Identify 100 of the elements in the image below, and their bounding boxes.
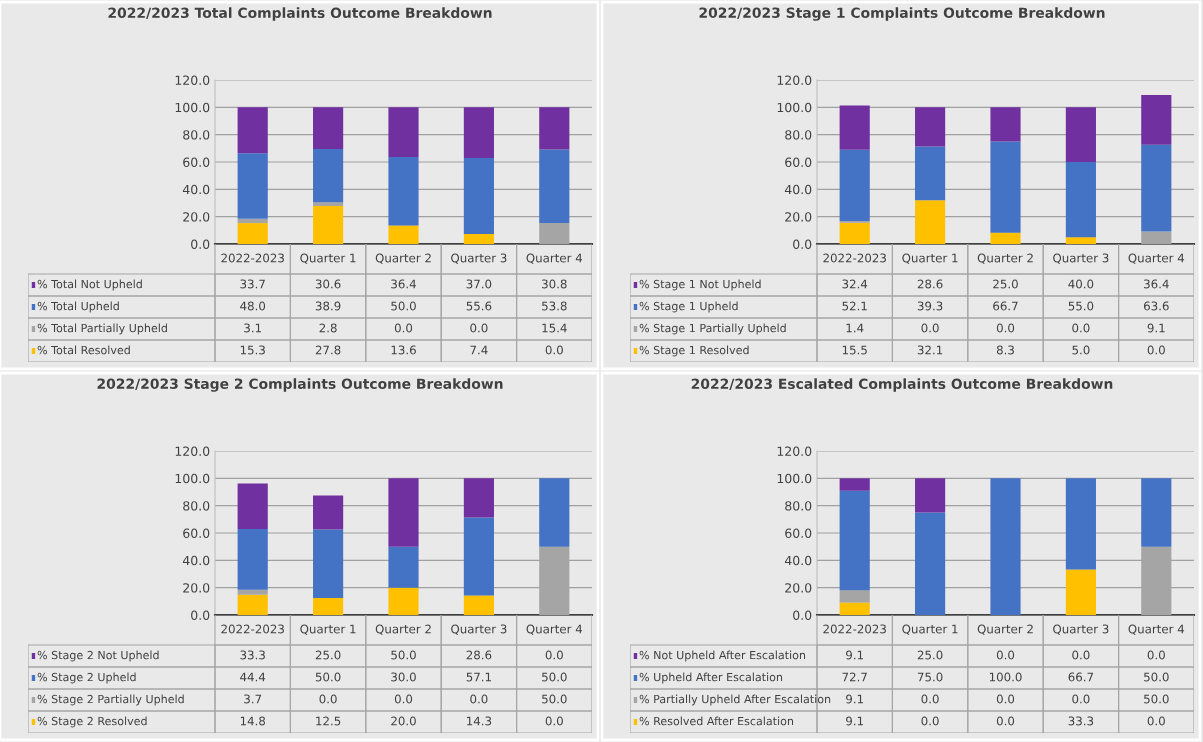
x-tick-label: Quarter 3 xyxy=(451,253,507,264)
bar xyxy=(915,146,946,201)
data-label: 15.5 xyxy=(842,345,867,355)
data-label: 0.0 xyxy=(1072,650,1090,660)
bar xyxy=(313,529,344,598)
bar xyxy=(463,595,494,615)
y-tick-label: 40.0 xyxy=(182,184,210,195)
data-label: 9.1 xyxy=(846,694,863,704)
data-label: 27.8 xyxy=(315,345,341,355)
y-tick-label: 0.0 xyxy=(191,610,210,620)
data-label: 25.0 xyxy=(315,650,341,660)
data-label: 15.4 xyxy=(542,323,567,333)
bar xyxy=(388,587,419,615)
x-tick-label: Quarter 1 xyxy=(902,624,958,635)
legend-label: % Stage 2 Resolved xyxy=(37,716,147,728)
bar xyxy=(915,478,946,513)
data-label: 30.8 xyxy=(542,279,567,289)
bar xyxy=(237,589,268,595)
data-label: 0.0 xyxy=(1072,323,1090,333)
legend-label: % Total Resolved xyxy=(37,345,130,355)
x-tick-label: Quarter 2 xyxy=(977,624,1033,635)
legend-label: % Not Upheld After Escalation xyxy=(639,650,806,662)
data-label: 36.4 xyxy=(1144,279,1169,289)
data-label: 72.7 xyxy=(842,672,867,682)
data-label: 7.4 xyxy=(470,345,488,355)
data-label: 0.0 xyxy=(470,323,488,333)
y-tick-label: 120.0 xyxy=(777,75,812,85)
bar xyxy=(915,200,946,244)
data-label: 30.6 xyxy=(315,279,341,289)
data-label: 0.0 xyxy=(545,345,563,355)
data-label: 38.9 xyxy=(315,301,341,311)
x-tick-label: 2022-2023 xyxy=(221,624,284,634)
bar xyxy=(990,141,1021,233)
data-label: 0.0 xyxy=(996,650,1015,660)
bar xyxy=(237,529,268,590)
data-label: 39.3 xyxy=(917,301,943,311)
data-label: 50.0 xyxy=(1144,672,1169,682)
bar xyxy=(990,478,1021,615)
bar xyxy=(388,157,419,226)
data-label: 28.6 xyxy=(466,650,492,660)
bar xyxy=(313,149,344,203)
data-label: 100.0 xyxy=(989,672,1022,682)
legend-label: % Stage 1 Partially Upheld xyxy=(639,323,786,335)
data-label: 5.0 xyxy=(1072,345,1090,355)
bar xyxy=(915,107,946,147)
chart-title: 2022/2023 Total Complaints Outcome Breakdown xyxy=(108,7,492,21)
legend-label: % Upheld After Escalation xyxy=(639,672,783,684)
bar xyxy=(388,225,419,244)
data-label: 50.0 xyxy=(391,650,416,660)
data-label: 15.3 xyxy=(240,345,265,355)
x-tick-label: Quarter 1 xyxy=(300,624,356,635)
data-label: 57.1 xyxy=(466,672,491,682)
y-tick-label: 0.0 xyxy=(793,239,812,249)
data-label: 0.0 xyxy=(921,323,939,333)
y-tick-label: 40.0 xyxy=(784,184,812,195)
data-label: 0.0 xyxy=(996,716,1015,726)
bar xyxy=(313,202,344,207)
bar xyxy=(388,478,419,547)
legend-label: % Total Upheld xyxy=(37,301,119,313)
data-label: 28.6 xyxy=(917,279,943,289)
y-tick-label: 0.0 xyxy=(191,239,210,249)
bar xyxy=(463,517,494,596)
bar xyxy=(463,233,494,244)
x-tick-label: Quarter 4 xyxy=(1128,624,1185,635)
data-label: 44.4 xyxy=(240,672,266,682)
data-label: 0.0 xyxy=(1072,694,1090,704)
y-tick-label: 100.0 xyxy=(777,102,812,113)
bar xyxy=(539,107,570,150)
bar xyxy=(1065,237,1096,244)
data-label: 3.7 xyxy=(244,694,262,704)
data-label: 50.0 xyxy=(542,672,567,682)
y-tick-label: 20.0 xyxy=(183,212,210,222)
x-tick-label: 2022-2023 xyxy=(823,624,886,634)
bar xyxy=(839,590,870,603)
data-label: 0.0 xyxy=(1147,345,1165,355)
data-label: 0.0 xyxy=(394,694,413,704)
data-label: 50.0 xyxy=(391,301,416,311)
bar xyxy=(313,597,344,615)
bar xyxy=(388,546,419,588)
data-label: 33.7 xyxy=(240,279,265,289)
data-label: 8.3 xyxy=(996,345,1014,355)
data-label: 50.0 xyxy=(315,672,341,682)
x-tick-label: Quarter 4 xyxy=(526,253,583,264)
bar xyxy=(839,490,870,591)
x-tick-label: Quarter 4 xyxy=(1128,253,1185,264)
bar xyxy=(839,478,870,491)
y-tick-label: 80.0 xyxy=(183,501,210,511)
bar xyxy=(463,478,494,518)
data-label: 37.0 xyxy=(466,279,492,289)
bar xyxy=(839,222,870,244)
legend-label: % Stage 2 Partially Upheld xyxy=(37,694,184,706)
x-tick-label: Quarter 4 xyxy=(526,624,583,635)
legend-label: % Stage 1 Resolved xyxy=(639,345,749,357)
data-label: 0.0 xyxy=(996,694,1015,704)
x-tick-label: Quarter 2 xyxy=(977,253,1033,264)
bar xyxy=(313,495,344,530)
y-tick-label: 100.0 xyxy=(777,473,812,484)
data-label: 9.1 xyxy=(846,650,863,660)
data-label: 12.5 xyxy=(316,716,341,726)
bar xyxy=(313,206,344,244)
